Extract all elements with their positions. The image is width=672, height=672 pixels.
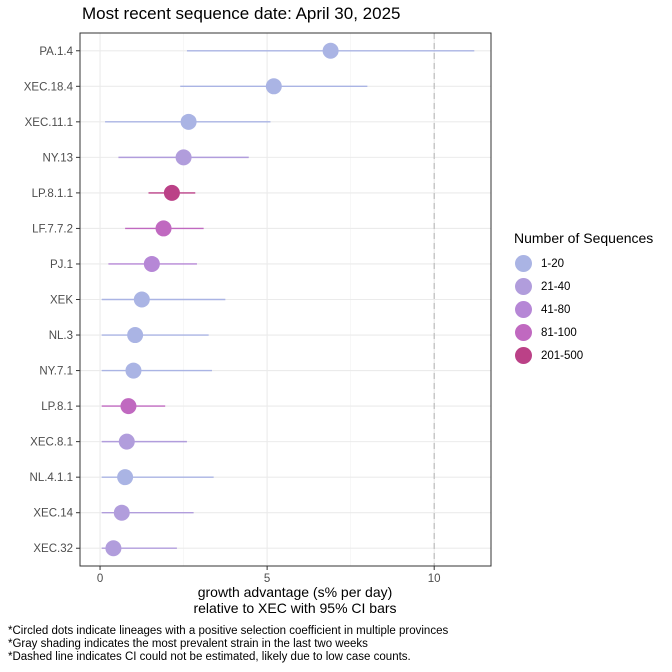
legend-label: 1-20 bbox=[541, 257, 565, 270]
y-tick-label: PA.1.4 bbox=[39, 46, 73, 58]
legend-label: 201-500 bbox=[541, 349, 584, 362]
legend-label: 81-100 bbox=[541, 326, 577, 339]
y-tick-label: LF.7.7.2 bbox=[32, 223, 73, 235]
data-point bbox=[163, 184, 180, 201]
data-point bbox=[322, 42, 339, 59]
y-tick-label: PJ.1 bbox=[50, 259, 73, 271]
legend-swatch bbox=[515, 347, 532, 364]
x-tick-label: 10 bbox=[428, 573, 441, 585]
data-point bbox=[117, 469, 134, 486]
y-tick-label: LP.8.1.1 bbox=[32, 188, 73, 200]
data-point bbox=[265, 78, 282, 95]
y-tick-label: XEC.11.1 bbox=[25, 117, 73, 129]
data-point bbox=[133, 291, 150, 308]
footnote-gray-shading: *Gray shading indicates the most prevale… bbox=[8, 638, 368, 650]
footnote-circled-dots: *Circled dots indicate lineages with a p… bbox=[8, 625, 449, 637]
y-tick-label: XEC.32 bbox=[33, 543, 73, 555]
y-tick-label: LP.8.1 bbox=[41, 401, 73, 413]
chart-title: Most recent sequence date: April 30, 202… bbox=[82, 4, 401, 23]
legend-swatch bbox=[515, 301, 532, 318]
x-axis-label-line2: relative to XEC with 95% CI bars bbox=[193, 600, 397, 616]
legend-swatch bbox=[515, 324, 532, 341]
legend-items: 1-20 21-40 41-80 81-100 201-500 bbox=[514, 252, 653, 367]
footnote-dashed-line: *Dashed line indicates CI could not be e… bbox=[8, 651, 411, 663]
data-point bbox=[127, 327, 144, 344]
x-axis-label: growth advantage (s% per day) relative t… bbox=[100, 584, 490, 616]
data-point bbox=[113, 504, 130, 521]
legend-swatch bbox=[515, 278, 532, 295]
legend-label: 41-80 bbox=[541, 303, 571, 316]
y-tick-label: NL.3 bbox=[49, 330, 73, 342]
y-tick-label: XEC.18.4 bbox=[24, 81, 74, 93]
legend-title: Number of Sequences bbox=[514, 230, 654, 246]
y-tick-label: XEC.14 bbox=[33, 508, 73, 520]
legend-label: 21-40 bbox=[541, 280, 571, 293]
x-axis-label-line1: growth advantage (s% per day) bbox=[197, 584, 393, 600]
data-point bbox=[155, 220, 172, 237]
y-tick-label: XEC.8.1 bbox=[30, 437, 73, 449]
y-tick-label: NL.4.1.1 bbox=[30, 472, 73, 484]
data-point bbox=[180, 113, 197, 130]
data-point bbox=[143, 255, 160, 272]
data-point bbox=[118, 433, 135, 450]
legend: Number of Sequences 1-20 21-40 41-80 81-100… bbox=[514, 230, 653, 367]
data-point bbox=[120, 398, 137, 415]
y-tick-label: XEK bbox=[50, 295, 73, 307]
y-tick-label: NY.13 bbox=[43, 152, 73, 164]
data-point bbox=[175, 149, 192, 166]
legend-item: 41-80 bbox=[514, 298, 653, 321]
legend-item: 81-100 bbox=[514, 321, 653, 344]
legend-item: 21-40 bbox=[514, 275, 653, 298]
data-point bbox=[125, 362, 142, 379]
data-point bbox=[105, 540, 122, 557]
x-tick-label: 5 bbox=[264, 573, 270, 585]
footnotes: *Circled dots indicate lineages with a p… bbox=[8, 625, 448, 664]
legend-swatch bbox=[515, 255, 532, 272]
legend-item: 1-20 bbox=[514, 252, 653, 275]
y-tick-label: NY.7.1 bbox=[39, 366, 73, 378]
legend-item: 201-500 bbox=[514, 344, 653, 367]
x-tick-label: 0 bbox=[97, 573, 103, 585]
